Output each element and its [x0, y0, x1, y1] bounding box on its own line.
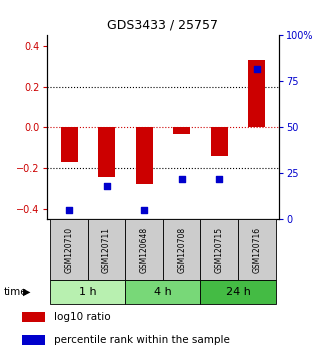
Point — [104, 183, 109, 189]
Bar — [248, 60, 265, 127]
Point — [217, 176, 222, 182]
Bar — [98, 127, 115, 177]
Text: 4 h: 4 h — [154, 287, 172, 297]
FancyBboxPatch shape — [126, 280, 200, 304]
Text: percentile rank within the sample: percentile rank within the sample — [54, 335, 230, 345]
Text: GSM120708: GSM120708 — [177, 227, 186, 273]
FancyBboxPatch shape — [88, 219, 126, 280]
FancyBboxPatch shape — [163, 219, 200, 280]
Title: GDS3433 / 25757: GDS3433 / 25757 — [108, 18, 218, 32]
FancyBboxPatch shape — [200, 219, 238, 280]
Bar — [61, 127, 77, 162]
FancyBboxPatch shape — [50, 280, 126, 304]
Bar — [22, 335, 45, 345]
Text: ▶: ▶ — [23, 287, 30, 297]
Bar — [22, 312, 45, 322]
FancyBboxPatch shape — [126, 219, 163, 280]
Point — [254, 66, 259, 72]
Text: 1 h: 1 h — [79, 287, 97, 297]
FancyBboxPatch shape — [238, 219, 275, 280]
Text: time: time — [3, 287, 27, 297]
Text: GSM120648: GSM120648 — [140, 227, 149, 273]
Text: log10 ratio: log10 ratio — [54, 312, 111, 322]
Point — [66, 207, 72, 213]
Point — [179, 176, 184, 182]
Bar — [211, 127, 228, 156]
Point — [142, 207, 147, 213]
Text: GSM120710: GSM120710 — [65, 227, 74, 273]
FancyBboxPatch shape — [50, 219, 88, 280]
Bar — [136, 127, 152, 184]
Text: GSM120711: GSM120711 — [102, 227, 111, 273]
Text: GSM120716: GSM120716 — [252, 227, 261, 273]
Text: GSM120715: GSM120715 — [215, 227, 224, 273]
Bar — [173, 127, 190, 133]
Text: 24 h: 24 h — [226, 287, 250, 297]
FancyBboxPatch shape — [200, 280, 275, 304]
